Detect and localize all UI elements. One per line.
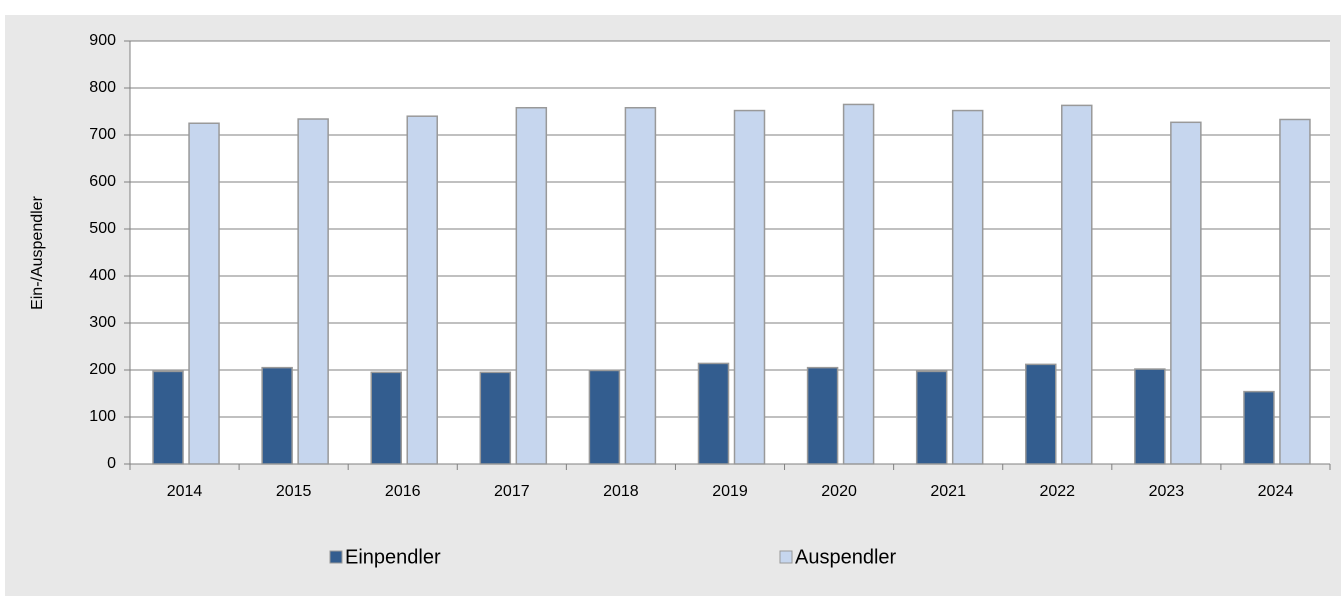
legend-label: Auspendler — [795, 546, 897, 568]
legend-swatch — [329, 550, 343, 564]
x-tick-label: 2020 — [821, 483, 857, 500]
bar — [806, 366, 839, 465]
y-axis-label: Ein-/Auspendler — [29, 195, 46, 310]
x-tick-label: 2021 — [930, 483, 966, 500]
bar — [406, 115, 438, 465]
y-tick-label: 600 — [89, 173, 116, 190]
legend-swatch — [779, 550, 793, 564]
bar — [1025, 363, 1057, 465]
bar — [370, 371, 402, 465]
bar — [297, 118, 329, 465]
x-tick-label: 2022 — [1039, 483, 1075, 500]
x-tick-label: 2015 — [276, 483, 312, 500]
plot-area — [130, 41, 1330, 464]
bar — [261, 366, 293, 465]
bar — [842, 103, 875, 465]
y-tick-label: 0 — [107, 455, 116, 472]
bar — [1170, 121, 1202, 465]
x-tick-label: 2024 — [1258, 483, 1294, 500]
bar — [479, 371, 512, 465]
y-tick-label: 400 — [89, 267, 116, 284]
y-tick-label: 700 — [89, 126, 116, 143]
bar — [1134, 368, 1166, 465]
y-tick-label: 900 — [89, 32, 116, 49]
bar — [152, 370, 184, 465]
x-tick-label: 2017 — [494, 483, 530, 500]
bar — [733, 109, 766, 465]
y-tick-label: 200 — [89, 361, 116, 378]
bar — [1243, 390, 1275, 465]
x-tick-label: 2014 — [167, 483, 203, 500]
bar — [951, 109, 984, 465]
x-tick-label: 2018 — [603, 483, 639, 500]
y-tick-label: 100 — [89, 408, 116, 425]
bar — [1061, 104, 1093, 465]
y-tick-label: 500 — [89, 220, 116, 237]
bar — [697, 362, 730, 465]
bar — [515, 106, 548, 465]
bar — [915, 370, 948, 465]
bar — [1279, 118, 1311, 465]
x-tick-label: 2016 — [385, 483, 421, 500]
bar — [588, 369, 621, 465]
bar — [188, 122, 220, 465]
x-tick-label: 2023 — [1149, 483, 1185, 500]
y-tick-label: 300 — [89, 314, 116, 331]
bar — [624, 106, 657, 465]
legend-label: Einpendler — [345, 546, 441, 568]
x-tick-label: 2019 — [712, 483, 748, 500]
y-tick-label: 800 — [89, 79, 116, 96]
